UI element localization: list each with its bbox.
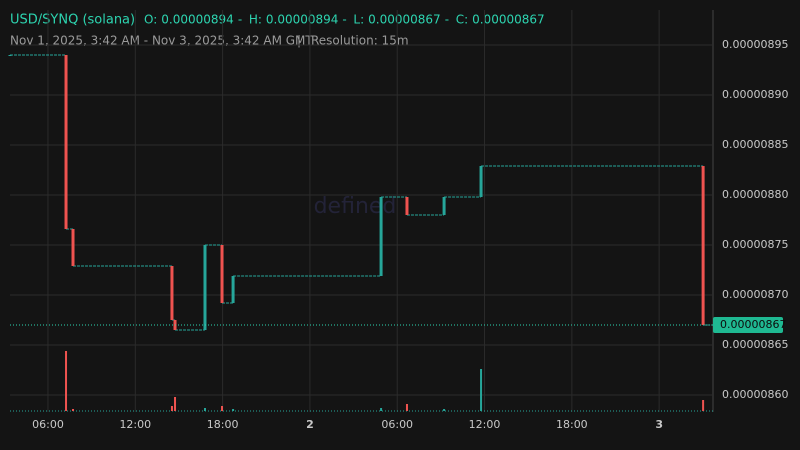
candle-body [8,55,12,56]
candle-body [203,245,207,330]
x-tick-label: 18:00 [207,418,239,431]
watermark: defined [314,194,397,219]
last-price-box [713,317,783,333]
candle-body [701,166,705,325]
x-tick-label: 18:00 [556,418,588,431]
volume-bar [380,408,383,411]
volume-bar [72,409,75,411]
ohlc-value: 0.00000867 [472,13,545,27]
y-tick-label: 0.00000870 [722,288,788,301]
candle-body [479,166,483,197]
x-tick-label: 06:00 [381,418,413,431]
volume-bar [405,404,408,411]
ohlc-value: 0.00000867 [368,13,441,27]
y-tick-label: 0.00000860 [722,388,788,401]
candle-body [379,197,383,276]
volume-bar [702,400,705,411]
volume-bar [443,409,446,411]
x-tick-label: 06:00 [32,418,64,431]
volume-bar [174,397,177,411]
ohlc-value: 0.00000894 [266,13,339,27]
volume-bar [221,406,224,411]
ohlc-label: H: [249,13,262,27]
y-tick-label: 0.00000895 [722,38,788,51]
volume-bar [480,369,483,411]
ohlc-dash: - [238,13,242,27]
ohlc-value: 0.00000894 [161,13,234,27]
ohlc-label: L: [353,13,364,27]
separator: | [297,34,301,48]
ohlc-label: O: [144,13,157,27]
candle-body [170,266,174,320]
candle-body [64,55,68,229]
y-tick-label: 0.00000885 [722,138,788,151]
x-tick-label: 12:00 [119,418,151,431]
volume-bar [232,409,235,411]
y-tick-label: 0.00000875 [722,238,788,251]
resolution: Resolution: 15m [311,34,409,48]
pair-title: USD/SYNQ (solana) [10,13,135,28]
candle-body [71,229,75,266]
y-tick-label: 0.00000890 [722,88,788,101]
ohlc-dash: - [342,13,346,27]
candle-body [442,197,446,215]
x-tick-label: 12:00 [469,418,501,431]
y-tick-label: 0.00000880 [722,188,788,201]
volume-bar [203,408,206,411]
x-tick-label: 2 [306,418,314,431]
y-tick-label: 0.00000865 [722,338,788,351]
candle-body [220,245,224,303]
date-range: Nov 1, 2025, 3:42 AM - Nov 3, 2025, 3:42… [10,34,313,48]
volume-bar [65,351,68,411]
ohlc-label: C: [456,13,468,27]
volume-bar [170,406,173,411]
last-price-label: 0.00000867 [720,318,786,331]
candle-body [231,276,235,303]
x-tick-label: 3 [655,418,663,431]
ohlc-dash: - [445,13,449,27]
candle-body [405,197,409,215]
